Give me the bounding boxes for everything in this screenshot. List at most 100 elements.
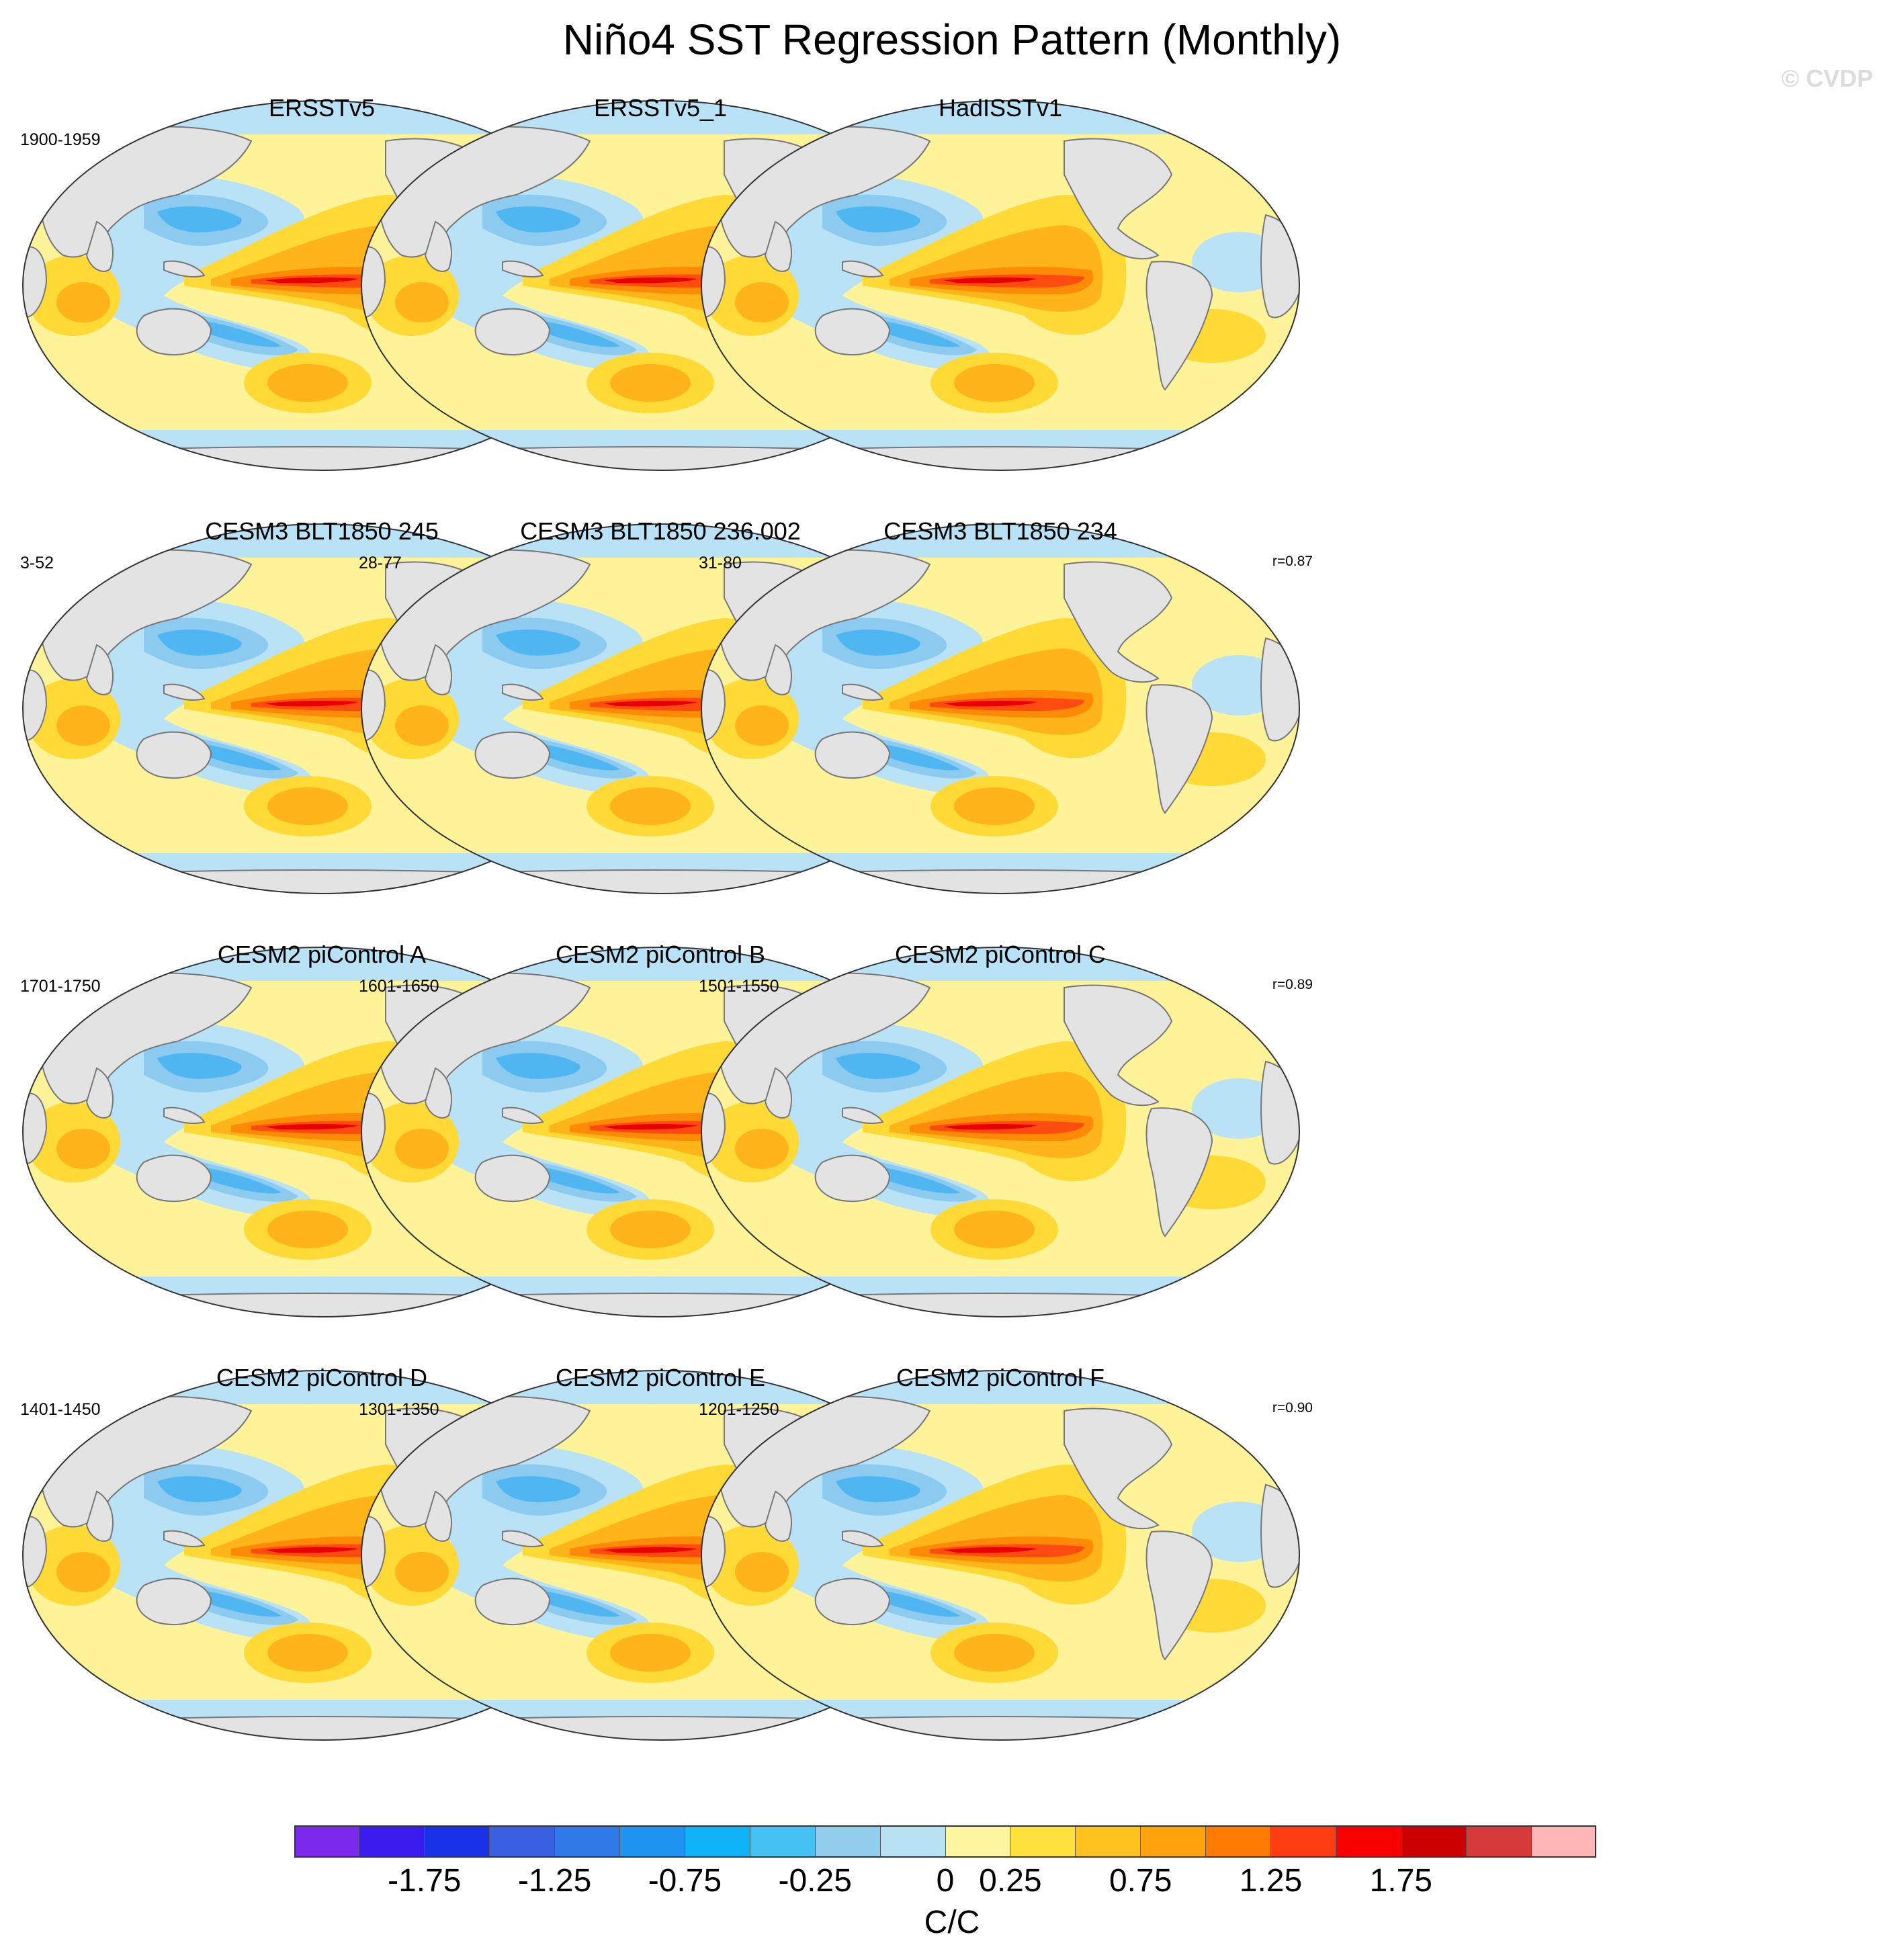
- map-outline: [701, 523, 1300, 894]
- warm-tongue-peak: [943, 1547, 1037, 1553]
- india-land: [764, 1067, 792, 1119]
- south-america-land: [1145, 684, 1213, 814]
- north-america-land: [1064, 561, 1173, 683]
- colorbar-swatch: [489, 1825, 555, 1858]
- maritime-continent-land: [502, 1530, 544, 1547]
- panel-title: CESM2 piControl E: [555, 1364, 766, 1391]
- india-land: [85, 1067, 114, 1119]
- north-pacific-core: [496, 1053, 580, 1079]
- maritime-continent-land: [502, 1107, 544, 1124]
- panel-period: 1601-1650: [359, 977, 439, 996]
- maritime-continent-land: [842, 1530, 884, 1547]
- south-pacific-warm-core: [267, 787, 348, 825]
- colorbar-swatch: [554, 1825, 620, 1858]
- north-pacific-core: [836, 1053, 920, 1079]
- panel-correlation: r=0.87: [1272, 554, 1313, 569]
- north-america-land: [1064, 138, 1173, 260]
- australia-land: [474, 731, 551, 779]
- south-america-land: [1145, 1107, 1213, 1238]
- map-outline: [701, 947, 1300, 1317]
- north-pacific-core: [496, 206, 580, 232]
- indian-ocean-core: [735, 705, 789, 746]
- maritime-continent-land: [842, 260, 884, 277]
- panel-period: 31-80: [699, 554, 742, 572]
- panel-title: CESM2 piControl B: [555, 941, 766, 968]
- south-pacific-warm-core: [954, 364, 1035, 402]
- indian-ocean-core: [735, 282, 789, 322]
- south-pacific-core: [191, 1589, 282, 1617]
- warm-tongue-peak: [603, 1547, 697, 1553]
- south-america-land: [1145, 1530, 1213, 1661]
- maritime-continent-land: [502, 260, 544, 277]
- panel-period: 1701-1750: [20, 977, 101, 996]
- map-outline: [701, 1370, 1300, 1741]
- india-land: [85, 644, 114, 695]
- regression-map: [701, 523, 1300, 894]
- colorbar-swatch: [1401, 1825, 1467, 1858]
- warm-tongue-peak: [265, 1547, 359, 1553]
- maritime-continent-land: [163, 1107, 206, 1124]
- north-pacific-core: [836, 1476, 920, 1502]
- australia-land: [136, 1154, 212, 1203]
- colorbar-tick-label: 0.75: [1109, 1863, 1172, 1899]
- north-america-land: [1064, 984, 1173, 1107]
- colorbar-swatch: [359, 1825, 425, 1858]
- indian-ocean-core: [735, 1129, 789, 1169]
- colorbar-swatch: [880, 1825, 946, 1858]
- south-pacific-core: [529, 1166, 620, 1194]
- australia-land: [814, 1577, 891, 1626]
- south-pacific-core: [191, 742, 282, 771]
- colorbar-swatch: [945, 1825, 1011, 1858]
- indian-ocean-core: [56, 282, 110, 322]
- indian-ocean-core: [56, 705, 110, 746]
- colorbar-tick-label: 1.75: [1369, 1863, 1432, 1899]
- indian-ocean-core: [395, 705, 449, 746]
- south-pacific-warm-core: [954, 1211, 1035, 1248]
- maritime-continent-land: [502, 683, 544, 701]
- antarctica-land: [701, 1293, 1299, 1317]
- antarctica-land: [701, 869, 1299, 894]
- regression-map: [701, 947, 1300, 1317]
- map-panel: CESM3 BLT1850 234: [688, 517, 1313, 941]
- figure-title: Niño4 SST Regression Pattern (Monthly): [562, 15, 1342, 64]
- north-pacific-core: [157, 1053, 242, 1079]
- australia-land: [814, 731, 891, 779]
- north-pacific-core: [496, 1476, 580, 1502]
- colorbar-swatch: [294, 1825, 359, 1858]
- india-land: [764, 220, 792, 272]
- south-pacific-warm-core: [610, 787, 691, 825]
- panel-correlation: r=0.90: [1272, 1400, 1313, 1416]
- colorbar-tick-label: 0.25: [979, 1863, 1042, 1899]
- panel-period: 1301-1350: [359, 1400, 439, 1419]
- australia-land: [814, 1154, 891, 1203]
- panel-title: CESM2 piControl A: [217, 941, 427, 968]
- india-land: [85, 220, 114, 272]
- panel-title: HadISSTv1: [938, 94, 1063, 122]
- maritime-continent-land: [163, 260, 206, 277]
- australia-land: [136, 1577, 212, 1626]
- colorbar-tick-label: 1.25: [1239, 1863, 1303, 1899]
- panel-period: 1401-1450: [20, 1400, 101, 1419]
- india-land: [424, 1490, 452, 1542]
- south-pacific-warm-core: [267, 1211, 348, 1248]
- maritime-continent-land: [842, 1107, 884, 1124]
- south-pacific-core: [191, 319, 282, 347]
- australia-land: [474, 308, 551, 356]
- south-pacific-core: [869, 1589, 960, 1617]
- colorbar-tick-label: -1.25: [517, 1863, 592, 1899]
- australia-land: [136, 308, 212, 356]
- warm-tongue-peak: [603, 277, 697, 284]
- australia-land: [136, 731, 212, 779]
- colorbar-swatch: [1010, 1825, 1076, 1858]
- south-pacific-warm-core: [610, 364, 691, 402]
- colorbar-tick-label: 0: [936, 1863, 955, 1899]
- panel-title: CESM3 BLT1850 234: [883, 517, 1117, 545]
- regression-map: [701, 1370, 1300, 1741]
- indian-ocean-core: [56, 1129, 110, 1169]
- map-outline: [701, 100, 1300, 471]
- colorbar-tick-label: -0.25: [778, 1863, 852, 1899]
- south-pacific-core: [869, 1166, 960, 1194]
- warm-tongue-peak: [603, 1123, 697, 1130]
- maritime-continent-land: [163, 1530, 206, 1547]
- panel-title: CESM3 BLT1850 245: [205, 517, 439, 545]
